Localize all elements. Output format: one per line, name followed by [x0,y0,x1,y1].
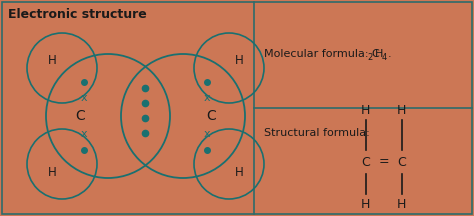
Text: H: H [361,197,371,211]
Text: H: H [47,165,56,178]
Text: H: H [361,103,371,116]
Text: C: C [206,109,216,123]
Text: x: x [81,93,87,103]
Text: 4: 4 [382,52,387,62]
Text: H: H [397,103,407,116]
Text: .: . [388,49,391,59]
Text: Structural formula:: Structural formula: [264,128,369,138]
Text: H: H [47,54,56,67]
Text: C: C [75,109,85,123]
Text: C: C [361,156,370,168]
Text: C: C [397,156,406,168]
Text: H: H [374,49,383,59]
Text: =: = [378,156,389,168]
Text: x: x [81,129,87,139]
Text: Molecular formula: C: Molecular formula: C [264,49,379,59]
Text: x: x [204,93,210,103]
Text: 2: 2 [368,52,373,62]
Text: x: x [204,129,210,139]
Text: H: H [235,165,243,178]
Text: H: H [235,54,243,67]
Text: H: H [397,197,407,211]
Text: Electronic structure: Electronic structure [8,8,147,21]
